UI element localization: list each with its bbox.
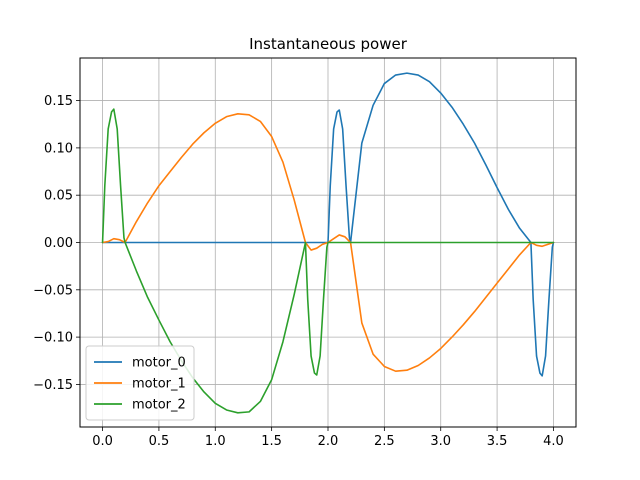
x-tick-label: 1.5 [261, 434, 282, 449]
x-tick-label: 2.5 [374, 434, 395, 449]
y-tick-label: −0.15 [33, 378, 73, 393]
x-tick-label: 2.0 [318, 434, 339, 449]
x-tick-label: 4.0 [543, 434, 564, 449]
grid [80, 58, 576, 427]
y-tick-label: 0.10 [44, 141, 73, 156]
legend-label-motor_0: motor_0 [132, 356, 186, 371]
x-axis: 0.0 0.5 1.0 1.5 2.0 2.5 3.0 3.5 4.0 [92, 427, 564, 449]
legend-label-motor_2: motor_2 [132, 398, 186, 413]
legend: motor_0 motor_1 motor_2 [85, 345, 195, 421]
y-tick-label: −0.10 [33, 331, 73, 346]
y-tick-label: 0.00 [44, 236, 73, 251]
y-tick-label: 0.15 [44, 94, 73, 109]
series-lines [101, 72, 555, 414]
y-tick-label: 0.05 [44, 189, 73, 204]
series-line-motor_2 [101, 108, 555, 414]
legend-box [85, 345, 195, 421]
series-line-motor_0 [101, 72, 555, 377]
legend-label-motor_1: motor_1 [132, 377, 186, 392]
x-tick-label: 0.5 [149, 434, 170, 449]
x-tick-label: 3.5 [487, 434, 508, 449]
chart-title: Instantaneous power [249, 35, 408, 53]
x-tick-label: 1.0 [205, 434, 226, 449]
y-tick-label: −0.05 [33, 283, 73, 298]
x-tick-label: 3.0 [430, 434, 451, 449]
y-axis: −0.15 −0.10 −0.05 0.00 0.05 0.10 0.15 [33, 94, 80, 393]
x-tick-label: 0.0 [92, 434, 113, 449]
